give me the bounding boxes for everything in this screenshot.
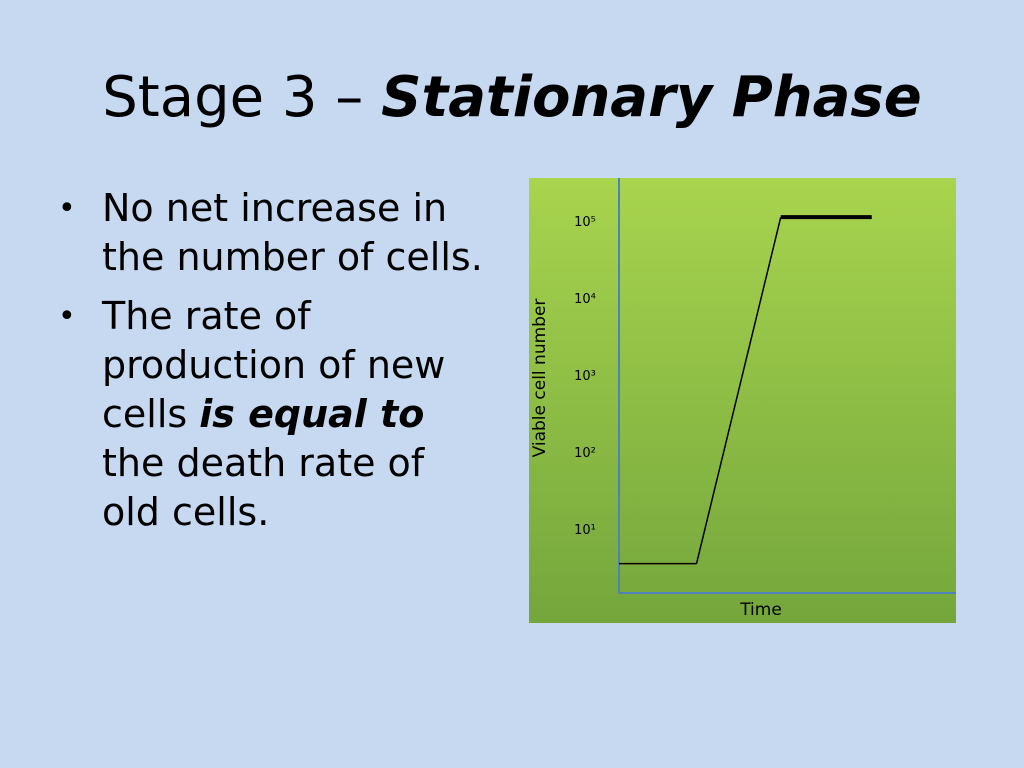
- y-tick-label: 10¹: [574, 523, 596, 538]
- bullet-list: No net increase in the number of cells. …: [58, 184, 488, 547]
- bullet-item: No net increase in the number of cells.: [58, 184, 488, 282]
- bullet-text: No net increase in the number of cells.: [102, 186, 483, 279]
- x-axis-label: Time: [739, 600, 782, 620]
- slide-title-prefix: Stage 3 –: [102, 65, 382, 130]
- bullet-text-before: The rate of production of new cells: [102, 294, 446, 436]
- chart-background: [529, 178, 956, 623]
- bullet-emphasis: is equal to: [199, 392, 425, 436]
- slide-title-emphasis: Stationary Phase: [381, 65, 922, 130]
- y-tick-label: 10³: [574, 369, 596, 384]
- y-axis-label: Viable cell number: [530, 299, 550, 458]
- chart-svg: 10¹ 10² 10³ 10⁴ 10⁵ Time Viable cell number: [529, 178, 956, 623]
- slide-title: Stage 3 – Stationary Phase: [0, 62, 1024, 134]
- y-tick-label: 10²: [574, 446, 596, 461]
- growth-curve-segment: [695, 216, 782, 564]
- y-tick-label: 10⁵: [574, 215, 596, 230]
- y-tick-label: 10⁴: [574, 292, 596, 307]
- bullet-text-after: the death rate of old cells.: [102, 441, 425, 534]
- bullet-item: The rate of production of new cells is e…: [58, 292, 488, 537]
- growth-curve-chart: 10¹ 10² 10³ 10⁴ 10⁵ Time Viable cell number: [529, 178, 956, 623]
